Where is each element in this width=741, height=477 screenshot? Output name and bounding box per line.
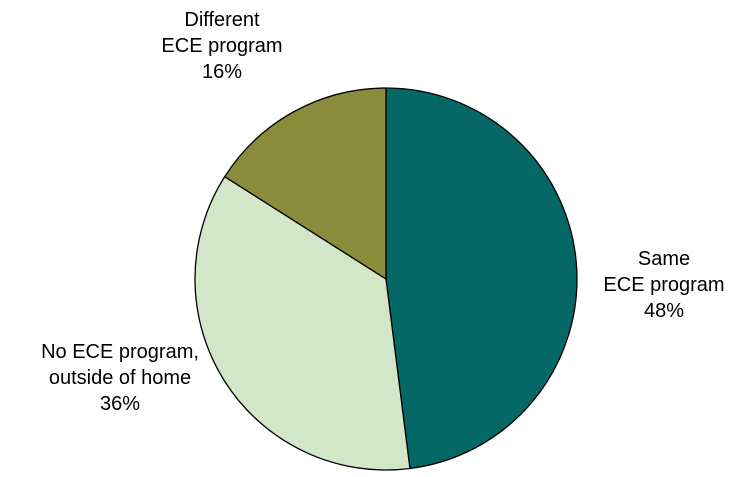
pie-slice-label-line: 36% xyxy=(100,393,140,415)
pie-slice-label-line: outside of home xyxy=(49,367,191,389)
pie-slices xyxy=(194,87,578,471)
pie-slice-label-0: Same ECE program 48% xyxy=(603,248,724,322)
pie-slice-label-line: 16% xyxy=(202,61,242,83)
pie-slice-label-2: Different ECE program 16% xyxy=(161,9,282,83)
pie-slice-0 xyxy=(385,87,578,470)
pie-labels: Same ECE program 48% No ECE program, outside… xyxy=(41,9,725,415)
pie-slice-1 xyxy=(194,176,411,471)
pie-slice-2 xyxy=(224,87,387,280)
pie-slice-label-line: Different xyxy=(184,9,260,31)
pie-slice-label-line: 48% xyxy=(644,300,684,322)
pie-slice-label-line: ECE program xyxy=(603,274,724,296)
pie-slice-label-line: ECE program xyxy=(161,35,282,57)
pie-slice-label-line: Same xyxy=(638,248,690,270)
pie-slice-label-line: No ECE program, xyxy=(41,341,199,363)
pie-slice-label-1: No ECE program, outside of home 36% xyxy=(41,341,199,415)
